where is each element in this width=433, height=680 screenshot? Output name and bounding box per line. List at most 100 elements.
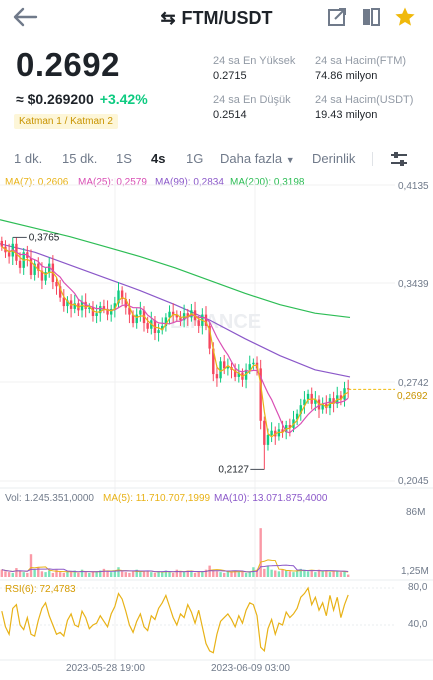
price-axis-label: 0,2045 bbox=[398, 476, 429, 487]
candle-body bbox=[117, 290, 120, 304]
candle-body bbox=[128, 307, 131, 315]
tab-1h[interactable]: 1S bbox=[116, 151, 132, 166]
current-price-label: 0,2692 bbox=[397, 391, 428, 402]
tab-divider bbox=[372, 152, 373, 166]
candle-body bbox=[161, 325, 164, 331]
volume-bar bbox=[80, 569, 84, 577]
volume-bar bbox=[69, 572, 73, 577]
volume-bar bbox=[106, 571, 109, 577]
ma25-line bbox=[1, 246, 349, 434]
volume-bar bbox=[208, 565, 211, 577]
candle-body bbox=[212, 348, 215, 375]
tab-more[interactable]: Daha fazla ▼ bbox=[220, 151, 295, 166]
candle-body bbox=[306, 393, 310, 400]
stat-low-label: 24 sa En Düşük bbox=[213, 94, 291, 106]
volume-bar bbox=[124, 572, 127, 577]
candle-body bbox=[321, 403, 324, 410]
volume-bar bbox=[219, 572, 222, 577]
volume-bar bbox=[252, 567, 255, 577]
volume-bar bbox=[73, 570, 76, 577]
tab-1d[interactable]: 1G bbox=[186, 151, 204, 166]
volume-bar bbox=[281, 569, 284, 577]
volume-bar bbox=[223, 572, 226, 577]
candle-body bbox=[208, 325, 211, 349]
candle-body bbox=[339, 395, 343, 400]
candle-body bbox=[259, 368, 262, 421]
volume-bar bbox=[18, 570, 22, 577]
candle-body bbox=[281, 429, 284, 433]
tab-4h[interactable]: 4s bbox=[151, 151, 166, 166]
candle-body bbox=[88, 307, 91, 309]
volume-bar bbox=[95, 572, 98, 577]
volume-bar bbox=[91, 571, 95, 577]
volume-bar bbox=[44, 572, 47, 577]
volume-bar bbox=[11, 572, 14, 577]
volume-bar bbox=[332, 571, 335, 577]
volume-bar bbox=[336, 570, 339, 577]
volume-bar bbox=[314, 572, 317, 577]
ma200-legend: MA(200): 0,3198 bbox=[230, 177, 305, 188]
candle-body bbox=[157, 330, 160, 333]
candle-body bbox=[299, 405, 302, 414]
book-icon[interactable] bbox=[360, 6, 382, 28]
volume-bar bbox=[0, 569, 4, 577]
ma7-line bbox=[1, 246, 349, 438]
candlestick-chart[interactable]: BINANCE 0,3765 0,2127 bbox=[0, 172, 433, 664]
volume-bar bbox=[306, 571, 310, 577]
candle-body bbox=[84, 301, 87, 309]
candle-body bbox=[346, 388, 350, 390]
chart-grid bbox=[0, 178, 433, 661]
volume-bar bbox=[164, 570, 168, 577]
price-axis-label: 0,2742 bbox=[398, 378, 429, 389]
watermark: BINANCE bbox=[170, 311, 261, 333]
ma200-line bbox=[0, 219, 351, 319]
candle-body bbox=[233, 369, 237, 377]
candle-body bbox=[102, 306, 106, 309]
candle-body bbox=[33, 263, 36, 275]
candle-body bbox=[58, 286, 62, 298]
volume-bar bbox=[310, 570, 313, 577]
candle-body bbox=[171, 311, 175, 315]
tab-15m[interactable]: 15 dk. bbox=[62, 151, 98, 166]
share-icon[interactable] bbox=[326, 6, 348, 28]
volume-bar bbox=[62, 572, 66, 577]
tab-depth[interactable]: Derinlik bbox=[312, 151, 356, 166]
tab-1m[interactable]: 1 dk. bbox=[14, 151, 43, 166]
stat-vol-usdt-value: 19.43 milyon bbox=[315, 109, 378, 121]
caret-down-icon: ▼ bbox=[285, 155, 295, 165]
volume-bar bbox=[339, 572, 343, 577]
ma7-legend: MA(7): 0,2606 bbox=[5, 177, 69, 188]
candle-body bbox=[37, 263, 40, 271]
volume-bar bbox=[248, 572, 251, 577]
volume-bar bbox=[263, 568, 266, 577]
candle-body bbox=[164, 317, 168, 326]
back-arrow-icon[interactable] bbox=[12, 6, 38, 28]
candle-body bbox=[55, 282, 58, 287]
candle-body bbox=[226, 366, 230, 369]
last-price: 0.2692 bbox=[16, 46, 120, 83]
candle-body bbox=[0, 240, 4, 247]
volume-bar bbox=[190, 571, 193, 577]
candle-body bbox=[175, 314, 179, 318]
volume-bar bbox=[26, 572, 29, 577]
volume-bar bbox=[4, 571, 7, 577]
rsi-axis-label: 80,0 bbox=[408, 582, 428, 593]
volume-bar bbox=[77, 572, 80, 577]
pair-selector[interactable]: ⇆ FTM/USDT bbox=[0, 8, 433, 29]
volume-bar bbox=[241, 571, 244, 577]
layer-tag[interactable]: Katman 1 / Katman 2 bbox=[14, 114, 118, 129]
volume-bar bbox=[40, 571, 44, 577]
volume-bar bbox=[58, 572, 62, 577]
volume-bar bbox=[295, 570, 299, 577]
volume-bars bbox=[0, 528, 350, 577]
volume-bar bbox=[346, 574, 350, 577]
volume-bar bbox=[55, 569, 58, 577]
candle-body bbox=[91, 307, 95, 317]
volume-bar bbox=[109, 572, 113, 577]
ma99-path bbox=[0, 243, 351, 378]
volume-bar bbox=[113, 570, 117, 577]
chart-settings-icon[interactable] bbox=[389, 150, 409, 168]
volume-bar bbox=[175, 569, 179, 577]
volume-bar bbox=[7, 572, 11, 577]
favorite-star-icon[interactable] bbox=[394, 6, 416, 28]
